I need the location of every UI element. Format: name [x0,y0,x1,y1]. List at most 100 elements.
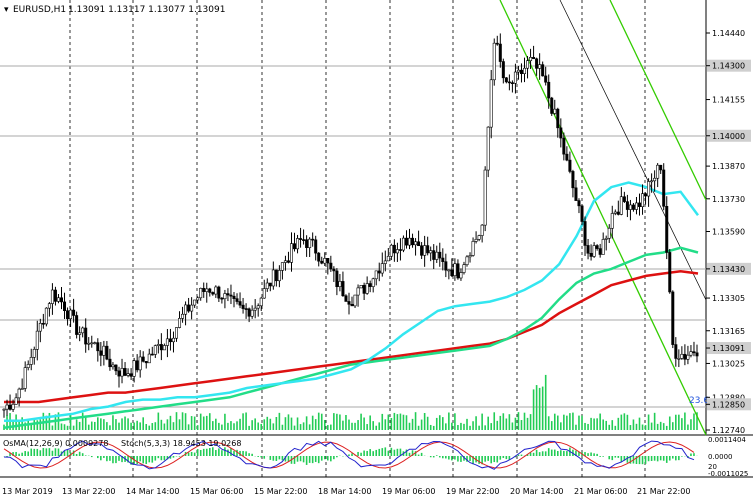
candle-body [138,356,142,371]
candle-body [244,308,248,310]
candle-body [2,408,6,411]
candle-body [577,200,581,207]
candle-body [268,282,272,287]
candle-body [401,237,405,251]
candle-body [619,196,623,215]
header-ohlc: 1.13091 1.13117 1.13077 1.13091 [68,5,225,15]
candle-body [126,373,130,376]
candle-body [320,260,324,264]
price-label: 1.14440 [712,29,745,38]
candle-body [184,304,188,315]
candle-body [156,344,160,346]
price-label: 1.13870 [712,162,745,171]
candle-body [459,272,463,279]
price-label: 1.14300 [712,62,745,71]
candle-body [662,169,666,207]
candle-body [208,288,212,293]
candle-body [447,269,451,272]
candle-body [26,364,30,368]
candle-body [211,292,215,295]
price-tag-bg [707,262,751,275]
candle-body [217,286,221,299]
candle-body [556,108,560,129]
candle-body [114,364,118,372]
candle-body [426,245,430,254]
price-tag-bg [707,342,751,355]
candle-body [35,330,39,350]
candle-body [162,345,166,351]
candle-body [14,397,18,405]
candle-body [174,327,178,339]
candle-body [574,187,578,201]
candle-body [308,238,312,248]
time-label: 20 Mar 14:00 [510,487,563,496]
candle-body [256,305,260,309]
candle-body [317,252,321,262]
candle-body [377,270,381,274]
indicator-label: 0.0011404 [708,436,746,444]
candle-body [50,289,54,304]
time-label: 21 Mar 22:00 [637,487,690,496]
candle-body [653,177,657,182]
candle-body [277,270,281,282]
price-tag-bg [707,129,751,142]
channel-line-lower [499,0,707,436]
candle-body [202,287,206,292]
volume-histogram [3,374,698,430]
header-symbol: EURUSD,H1 [13,5,66,15]
candle-body [23,367,27,389]
candle-body [220,297,224,300]
candle-body [456,263,460,279]
candle-body [677,358,681,360]
candle-body [659,164,663,171]
candle-body [78,332,82,335]
candle-body [656,164,660,179]
price-label: 1.12850 [712,400,745,409]
candle-body [392,244,396,254]
price-label: 1.14155 [712,96,745,105]
candle-body [338,281,342,287]
candle-body [571,171,575,189]
candle-body [144,361,148,364]
candle-body [72,309,76,316]
candle-body [559,127,563,139]
candle-body [565,153,569,161]
candle-body [305,239,309,248]
candle-body [553,108,557,114]
candle-body [283,260,287,263]
candle-body [289,243,293,263]
indicator-label: 0.0000 [708,453,733,461]
candle-body [441,257,445,262]
stoch-label: Stoch(5,3,3) 18.9453 19.0268 [121,439,241,448]
price-label: 1.13305 [712,294,745,303]
candle-body [695,352,699,357]
candle-body [108,358,112,368]
candle-body [638,202,642,207]
candle-body [483,169,487,226]
candle-body [69,309,73,319]
candle-body [668,252,672,293]
candle-body [150,353,154,356]
candle-body [498,43,502,62]
candle-body [226,293,230,296]
candle-body [11,403,15,410]
candle-body [523,67,527,74]
candle-body [29,357,33,365]
candle-body [120,368,124,377]
candle-body [53,289,57,302]
candle-body [616,211,620,215]
candle-body [420,245,424,256]
candle-body [622,196,626,202]
candle-body [368,283,372,287]
candle-body [356,287,360,296]
candle-body [580,205,584,222]
candle-body [598,248,602,255]
candle-body [190,304,194,312]
indicator-axis-labels: 0.0011404 0.0000 20-0.0011025 [708,436,748,478]
candle-body [589,252,593,257]
candle-body [607,227,611,239]
candle-body [644,193,648,197]
candle-body [371,278,375,287]
